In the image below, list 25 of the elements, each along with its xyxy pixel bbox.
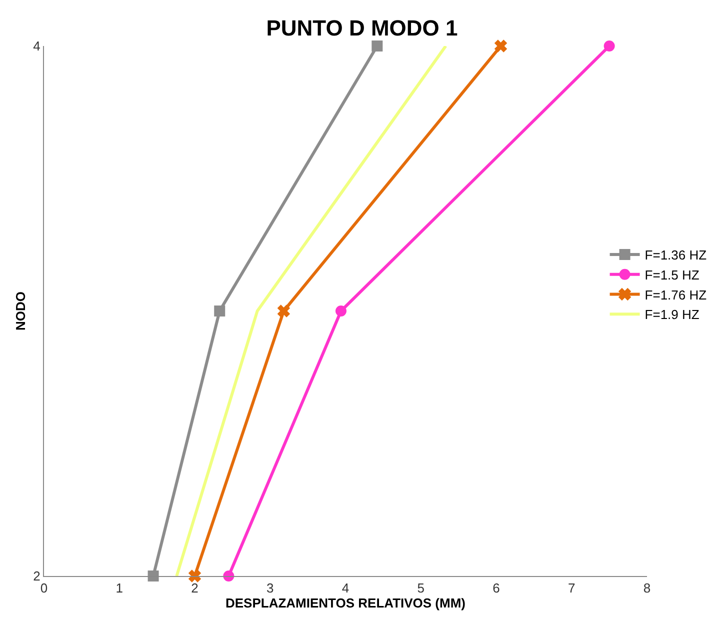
point [278,304,290,318]
point [148,570,159,582]
chart-title: PUNTO D MODO 1 [266,16,458,41]
point [604,40,615,52]
x-tick-label: 4 [342,580,350,596]
point [188,570,201,582]
x-tick-label: 6 [492,580,500,596]
point [372,40,383,52]
x-tick-label: 1 [116,580,123,596]
legend-label: F=1.5 HZ [644,267,700,282]
point [494,40,507,52]
legend-label: F=1.9 HZ [644,307,700,322]
x-tick-label: 3 [266,580,274,596]
x-tick-label: 0 [40,580,48,596]
x-tick-label: 7 [568,580,576,596]
x-tick-label: 5 [417,580,424,596]
legend-label: F=1.36 HZ [644,248,707,263]
point [335,306,346,316]
point [214,306,226,316]
x-tick-label: 2 [191,580,198,596]
x-axis-title: DESPLAZAMIENTOS RELATIVOS (MM) [225,596,466,611]
legend-label: F=1.76 HZ [644,287,707,302]
point [223,570,234,582]
y-axis-title: NODO [13,292,28,330]
x-tick-label: 8 [643,580,651,596]
